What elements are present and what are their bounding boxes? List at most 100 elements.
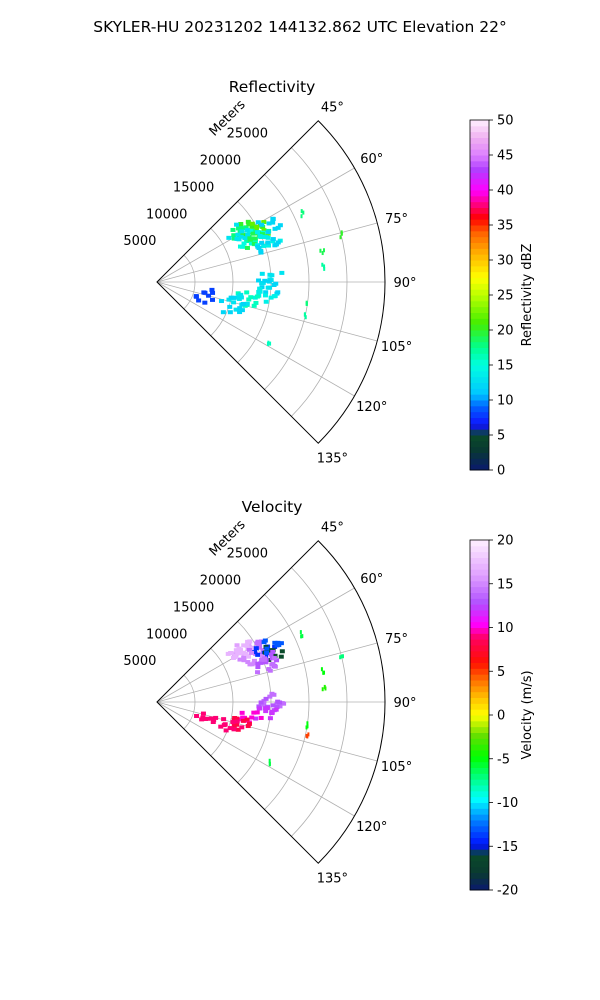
echo-gate — [252, 236, 258, 241]
colorbar-segment — [470, 820, 489, 827]
echo-gate — [254, 294, 260, 299]
echo-gate — [244, 654, 250, 659]
colorbar-segment — [470, 645, 489, 652]
range-ring — [210, 227, 234, 337]
colorbar-segment — [470, 365, 489, 372]
colorbar-tick-label: 15 — [497, 359, 514, 374]
echo-gate — [273, 707, 279, 712]
echo-gate — [256, 278, 262, 283]
echo-gate — [213, 715, 219, 720]
echo-gate — [210, 290, 216, 295]
colorbar-segment — [470, 230, 489, 238]
colorbar-segment — [470, 621, 489, 628]
colorbar-tick-label: 15 — [497, 577, 514, 592]
echo-gate — [232, 653, 238, 658]
echo-gate — [322, 670, 325, 675]
colorbar-segment — [470, 394, 489, 401]
echo-gate — [261, 702, 267, 707]
echo-gate — [245, 660, 251, 665]
colorbar-segment — [470, 324, 489, 331]
echo-gate — [254, 641, 260, 646]
echo-gate — [274, 658, 280, 663]
echo-gate — [270, 649, 276, 654]
echo-gate — [245, 232, 251, 237]
colorbar-segment — [470, 575, 489, 582]
echo-gate — [275, 240, 281, 245]
echo-gate — [257, 289, 263, 294]
colorbar-segment — [470, 750, 489, 757]
colorbar-segment — [470, 825, 489, 833]
echo-gate — [258, 660, 264, 665]
colorbar-segment — [470, 785, 489, 792]
angle-tick-label: 45° — [321, 521, 344, 536]
colorbar-segment — [470, 190, 489, 197]
colorbar-segment — [470, 382, 489, 389]
colorbar-segment — [470, 569, 489, 576]
echo-gate — [269, 709, 275, 714]
echo-gate — [340, 230, 343, 235]
colorbar-segment — [470, 166, 489, 173]
echo-gate — [244, 239, 250, 244]
echo-gate — [256, 706, 262, 711]
echo-gate — [260, 280, 266, 285]
echo-gate — [263, 709, 269, 714]
echo-gate — [278, 641, 284, 646]
angle-tick-label: 60° — [360, 152, 383, 167]
echo-gate — [270, 220, 276, 225]
echo-gate — [241, 643, 247, 648]
colorbar-segment — [470, 160, 489, 168]
echo-gate — [300, 214, 303, 219]
range-tick-label: 15000 — [173, 180, 214, 195]
colorbar-segment — [470, 855, 489, 862]
colorbar-segment — [470, 312, 489, 319]
polar-frame — [156, 120, 386, 444]
echo-gate — [300, 209, 303, 214]
echo-gate — [272, 664, 278, 669]
colorbar-segment — [470, 633, 489, 640]
echo-gate — [238, 295, 244, 300]
figure-suptitle: SKYLER-HU 20231202 144132.862 UTC Elevat… — [93, 18, 507, 36]
colorbar-segment — [470, 732, 489, 739]
echo-gate — [255, 652, 261, 657]
echo-gate — [231, 233, 237, 238]
echo-gate — [231, 300, 237, 305]
colorbar-tick-label: 25 — [497, 289, 514, 304]
colorbar-segment — [470, 417, 489, 424]
colorbar-segment — [470, 849, 489, 856]
echo-gate — [259, 240, 265, 245]
echo-gate — [264, 646, 270, 651]
colorbar-tick-label: 0 — [497, 464, 505, 479]
echo-gate — [270, 217, 276, 222]
colorbar-segment — [470, 125, 489, 133]
colorbar-segment — [470, 353, 489, 360]
echo-gate — [251, 661, 257, 666]
echo-gate — [274, 702, 280, 707]
colorbar: 0 5 10 15 20 25 30 35 40 45 50 Reflectivity dBZ — [469, 114, 535, 479]
echo-gate — [275, 640, 281, 645]
echo-gate — [261, 640, 267, 645]
echo-gate — [202, 300, 208, 305]
colorbar-label: Reflectivity dBZ — [520, 244, 535, 347]
colorbar-segment — [470, 866, 489, 873]
echo-gate — [222, 722, 228, 727]
colorbar-segment — [470, 802, 489, 809]
colorbar-segment — [470, 715, 489, 722]
echo-gate — [244, 301, 250, 306]
range-ring — [237, 621, 272, 783]
echo-gate — [236, 294, 242, 299]
echo-gate — [227, 310, 233, 315]
echo-gate — [261, 698, 267, 703]
echo-gate — [250, 231, 256, 236]
echo-gate — [244, 245, 250, 250]
echo-gate — [253, 646, 259, 651]
echo-gate — [244, 643, 250, 648]
echo-gate — [257, 286, 263, 291]
echo-gate — [235, 650, 241, 655]
echo-gate — [237, 657, 243, 662]
echo-gate — [237, 306, 243, 311]
echo-gate — [255, 665, 261, 670]
chart-panel-reflectivity: 45° 60° 75° 90° 105° 120° 135° 5000 10000 15000 20… — [123, 78, 535, 479]
echo-gate — [272, 243, 278, 248]
colorbar-segment — [470, 726, 489, 733]
echo-gate — [300, 634, 303, 639]
